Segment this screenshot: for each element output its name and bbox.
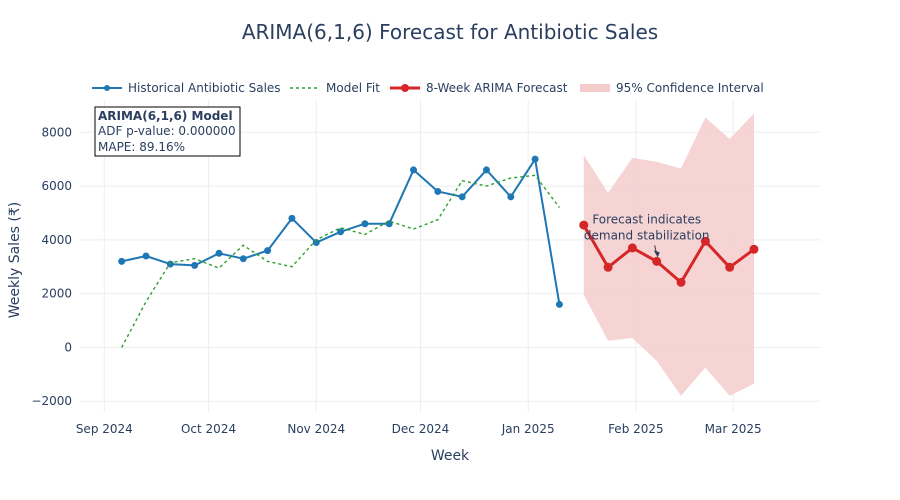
historical-antibiotic-sales-point-1: [142, 252, 150, 260]
model-fit-line: [121, 174, 560, 348]
y-tick-label-4: 6000: [41, 179, 72, 193]
x-axis-title: Week: [431, 448, 470, 464]
legend-item-1[interactable]: Model Fit: [290, 81, 380, 95]
legend-label-0: Historical Antibiotic Sales: [128, 81, 281, 95]
legend-item-2[interactable]: 8-Week ARIMA Forecast: [390, 81, 568, 95]
x-tick-label-0: Sep 2024: [76, 422, 133, 436]
historical-antibiotic-sales-point-6: [264, 247, 272, 255]
historical-antibiotic-sales-point-16: [507, 193, 515, 201]
8-week-arima-forecast-point-0: [579, 220, 589, 230]
model-info-box: ARIMA(6,1,6) Model ADF p-value: 0.000000…: [94, 106, 241, 157]
historical-antibiotic-sales-point-17: [531, 155, 539, 163]
legend-marker-2: [401, 84, 409, 92]
info-box-title: ARIMA(6,1,6) Model: [98, 109, 233, 123]
y-tick-label-5: 8000: [41, 125, 72, 139]
legend-label-2: 8-Week ARIMA Forecast: [426, 81, 568, 95]
historical-antibiotic-sales-point-4: [215, 249, 223, 257]
8-week-arima-forecast-point-6: [725, 262, 735, 272]
x-tick-label-5: Feb 2025: [608, 422, 664, 436]
historical-antibiotic-sales-point-12: [410, 166, 418, 174]
historical-antibiotic-sales-point-7: [288, 214, 296, 222]
annotation-text-line-0: Forecast indicates: [592, 212, 701, 226]
8-week-arima-forecast-point-1: [603, 262, 613, 272]
8-week-arima-forecast-point-2: [627, 243, 637, 253]
8-week-arima-forecast-point-3: [652, 256, 662, 266]
8-week-arima-forecast-point-4: [676, 277, 686, 287]
historical-antibiotic-sales-point-13: [434, 187, 442, 195]
y-tick-label-3: 4000: [41, 233, 72, 247]
historical-antibiotic-sales-point-14: [458, 193, 466, 201]
historical-antibiotic-sales-point-15: [482, 166, 490, 174]
x-tick-label-1: Oct 2024: [181, 422, 236, 436]
annotation-arrow-head: [653, 250, 660, 258]
historical-antibiotic-sales-point-10: [361, 220, 369, 228]
annotation-text-line-1: demand stabilization: [584, 228, 710, 242]
historical-antibiotic-sales-point-5: [239, 255, 247, 263]
legend-label-1: Model Fit: [326, 81, 380, 95]
8-week-arima-forecast-point-5: [700, 236, 710, 246]
x-tick-label-4: Jan 2025: [501, 422, 555, 436]
x-tick-label-2: Nov 2024: [287, 422, 345, 436]
legend-swatch-3: [580, 84, 610, 92]
8-week-arima-forecast-point-7: [749, 244, 759, 254]
historical-antibiotic-sales-point-2: [166, 260, 174, 268]
historical-antibiotic-sales-point-3: [191, 261, 199, 269]
x-tick-label-3: Dec 2024: [392, 422, 450, 436]
y-tick-label-0: −2000: [31, 394, 72, 408]
y-tick-label-2: 2000: [41, 287, 72, 301]
chart-title: ARIMA(6,1,6) Forecast for Antibiotic Sal…: [242, 20, 658, 44]
x-tick-label-6: Mar 2025: [705, 422, 762, 436]
historical-antibiotic-sales-point-18: [555, 300, 563, 308]
annotations: Forecast indicates demand stabilization: [584, 212, 710, 258]
legend-item-0[interactable]: Historical Antibiotic Sales: [92, 81, 281, 95]
info-box-mape: MAPE: 89.16%: [98, 140, 185, 154]
series-layer: [118, 155, 759, 348]
y-tick-label-1: 0: [64, 340, 72, 354]
8-week-arima-forecast-line: [582, 224, 755, 284]
historical-antibiotic-sales-point-0: [118, 257, 126, 265]
legend-label-3: 95% Confidence Interval: [616, 81, 764, 95]
y-axis-title: Weekly Sales (₹): [7, 202, 23, 319]
info-box-adf: ADF p-value: 0.000000: [98, 124, 236, 138]
legend[interactable]: Historical Antibiotic Sales Model Fit 8-We…: [92, 81, 764, 95]
confidence-band-layer: [583, 113, 754, 396]
tick-labels: −2000 0 2000 4000 6000 8000 Sep 2024 Oct 2024 No…: [31, 125, 761, 436]
historical-antibiotic-sales-point-9: [337, 228, 345, 236]
legend-marker-0: [104, 85, 110, 91]
confidence-interval-band: [583, 113, 754, 396]
info-box-frame: [94, 106, 241, 157]
legend-item-3[interactable]: 95% Confidence Interval: [580, 81, 764, 95]
